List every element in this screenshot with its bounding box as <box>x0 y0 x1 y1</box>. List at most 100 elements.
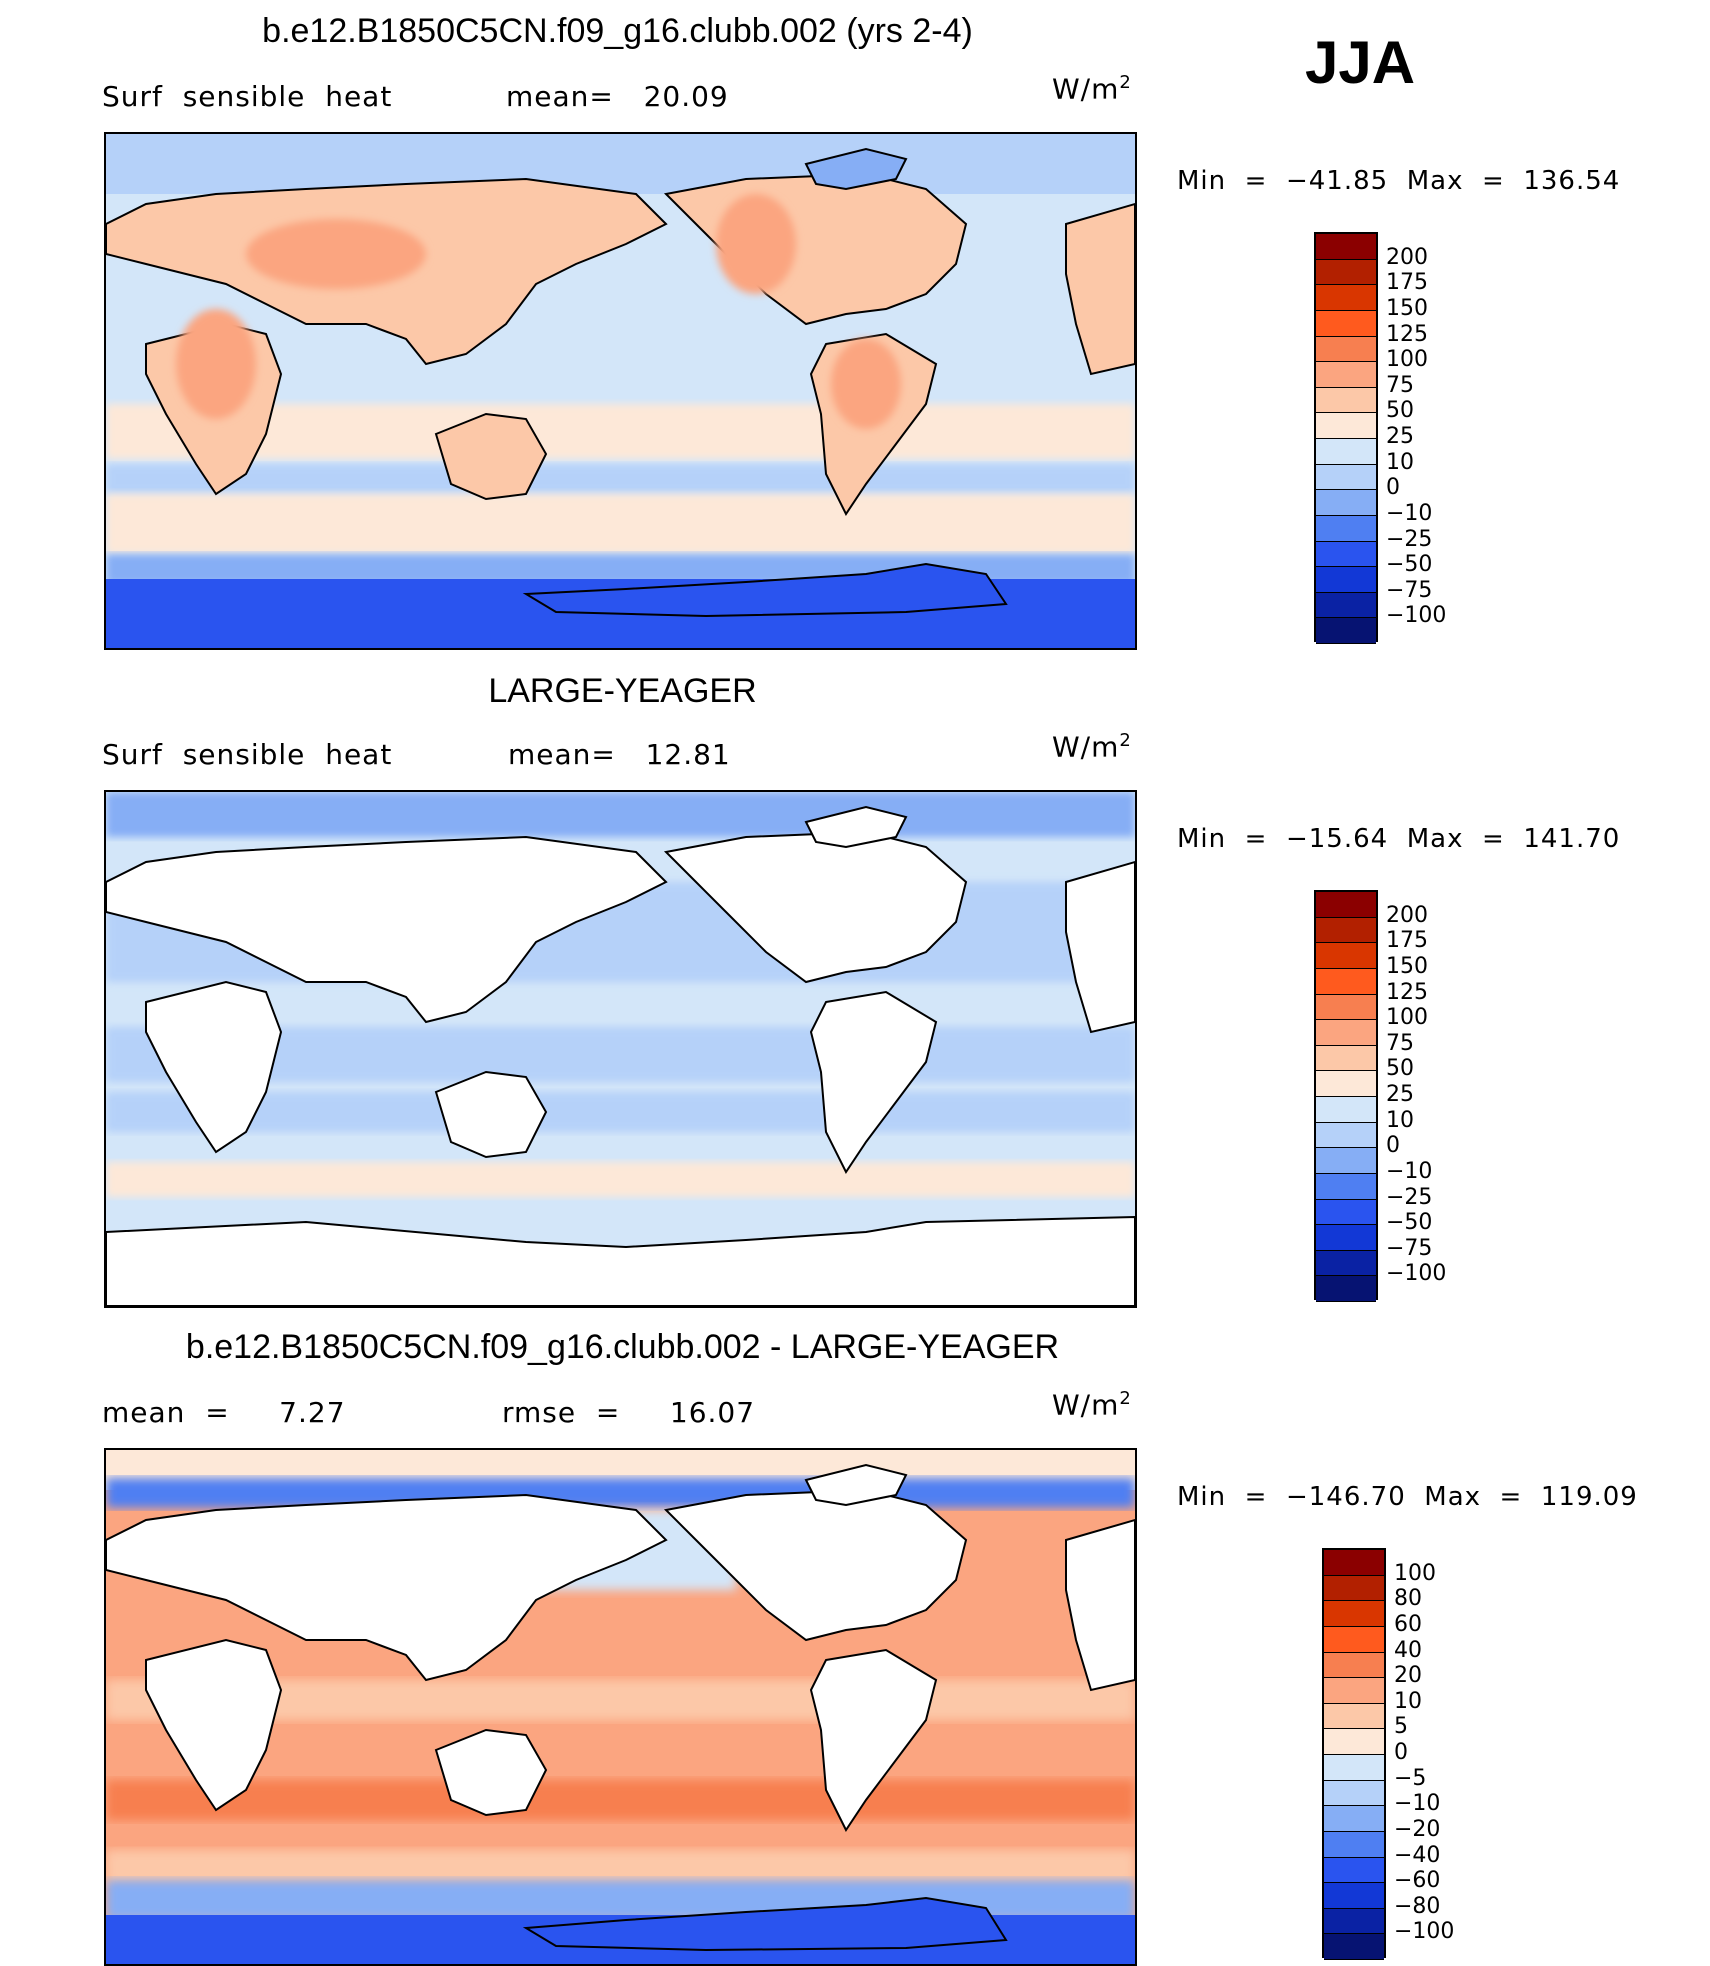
colorbar-tick-label: 25 <box>1386 1082 1414 1107</box>
colorbar-tick-label: 5 <box>1394 1714 1408 1740</box>
colorbar-cell <box>1324 1729 1384 1755</box>
colorbar-tick-label: 125 <box>1386 321 1428 347</box>
panel2-units: W/m2 <box>1052 730 1132 764</box>
colorbar-cell <box>1316 515 1376 542</box>
colorbar-cell <box>1316 1097 1376 1123</box>
colorbar-cell <box>1324 1857 1384 1884</box>
colorbar-obs <box>1314 890 1378 1302</box>
colorbar-cell <box>1316 439 1376 465</box>
colorbar-cell <box>1324 1626 1384 1653</box>
colorbar-tick-label: 50 <box>1386 1056 1414 1082</box>
colorbar-cell <box>1324 1652 1384 1679</box>
colorbar-tick-label: −50 <box>1386 1210 1433 1236</box>
colorbar-cell <box>1316 1148 1376 1174</box>
colorbar-tick-label: 175 <box>1386 270 1428 296</box>
colorbar-tick-label: 100 <box>1386 347 1428 373</box>
colorbar-tick-label: 0 <box>1394 1740 1408 1765</box>
panel2-title: LARGE-YEAGER <box>488 672 757 710</box>
colorbar-tick-label: −10 <box>1394 1791 1441 1817</box>
colorbar-cell <box>1316 1199 1376 1226</box>
colorbar-cell <box>1324 1883 1384 1909</box>
colorbar-cell <box>1316 1250 1376 1277</box>
panel3-mean: mean = 7.27 <box>102 1396 346 1429</box>
colorbar-cell <box>1316 259 1376 286</box>
colorbar-cell <box>1316 1173 1376 1200</box>
colorbar-cell <box>1316 541 1376 568</box>
colorbar-tick-label: −100 <box>1386 603 1447 629</box>
colorbar-cell <box>1316 1122 1376 1149</box>
colorbar-tick-label: −10 <box>1386 1158 1433 1184</box>
panel3-units: W/m2 <box>1052 1388 1132 1422</box>
colorbar-cell <box>1316 1020 1376 1046</box>
colorbar-tick-label: 10 <box>1394 1688 1422 1714</box>
colorbar-cell <box>1324 1755 1384 1781</box>
colorbar-tick-label: −20 <box>1394 1816 1441 1842</box>
colorbar-tick-label: 10 <box>1386 449 1414 475</box>
colorbar-cell <box>1316 1071 1376 1097</box>
colorbar-cell <box>1316 1225 1376 1251</box>
map-obs-field <box>106 792 1135 1306</box>
season-label: JJA <box>1305 29 1416 96</box>
colorbar-cell <box>1324 1934 1384 1960</box>
colorbar-tick-label: 200 <box>1386 244 1428 270</box>
colorbar-tick-label: 75 <box>1386 372 1414 398</box>
panel1-mean: mean= 20.09 <box>506 80 729 113</box>
colorbar-cell <box>1316 618 1376 644</box>
colorbar-tick-label: 150 <box>1386 295 1428 321</box>
colorbar-tick-label: 175 <box>1386 928 1428 954</box>
panel2-mean: mean= 12.81 <box>508 738 731 771</box>
colorbar-tick-label: 100 <box>1386 1005 1428 1031</box>
panel3-minmax: Min = −146.70 Max = 119.09 <box>1177 1482 1638 1512</box>
colorbar-cell <box>1324 1831 1384 1858</box>
colorbar-tick-label: 60 <box>1394 1611 1422 1637</box>
colorbar-tick-label: 40 <box>1394 1637 1422 1663</box>
colorbar-tick-label: −100 <box>1386 1261 1447 1287</box>
colorbar-cell <box>1316 234 1376 260</box>
colorbar-tick-label: 20 <box>1394 1663 1422 1689</box>
colorbar-tick-label: 10 <box>1386 1107 1414 1133</box>
panel2-variable: Surf sensible heat <box>102 738 393 771</box>
colorbar-diff <box>1322 1548 1386 1960</box>
panel1-minmax: Min = −41.85 Max = 136.54 <box>1177 166 1621 196</box>
colorbar-tick-label: −50 <box>1386 552 1433 578</box>
panel1-title: b.e12.B1850C5CN.f09_g16.clubb.002 (yrs 2… <box>262 12 973 50</box>
colorbar-tick-label: 100 <box>1394 1560 1436 1586</box>
colorbar-cell <box>1316 464 1376 491</box>
colorbar-tick-label: 25 <box>1386 424 1414 449</box>
colorbar-cell <box>1316 362 1376 388</box>
panel2-minmax: Min = −15.64 Max = 141.70 <box>1177 824 1621 854</box>
colorbar-tick-label: 0 <box>1386 475 1400 501</box>
colorbar-cell <box>1324 1703 1384 1730</box>
colorbar-cell <box>1316 567 1376 593</box>
colorbar-tick-label: 0 <box>1386 1133 1400 1159</box>
colorbar-tick-label: −40 <box>1394 1842 1441 1868</box>
panel1-units: W/m2 <box>1052 72 1132 106</box>
colorbar-tick-label: 80 <box>1394 1586 1422 1612</box>
map-obs <box>104 790 1137 1308</box>
colorbar-tick-label: −75 <box>1386 1235 1433 1261</box>
colorbar-cell <box>1316 1276 1376 1302</box>
panel3-title: b.e12.B1850C5CN.f09_g16.clubb.002 - LARG… <box>185 1328 1060 1366</box>
colorbar-tick-label: 75 <box>1386 1030 1414 1056</box>
colorbar-cell <box>1316 285 1376 311</box>
colorbar-tick-label: 125 <box>1386 979 1428 1005</box>
colorbar-cell <box>1316 917 1376 944</box>
colorbar-tick-label: −25 <box>1386 526 1433 552</box>
colorbar-cell <box>1316 1045 1376 1072</box>
colorbar-tick-label: 200 <box>1386 902 1428 928</box>
map-diff <box>104 1448 1137 1966</box>
colorbar-cell <box>1324 1575 1384 1602</box>
colorbar-tick-label: 150 <box>1386 953 1428 979</box>
colorbar-tick-label: −5 <box>1394 1765 1427 1791</box>
colorbar-cell <box>1324 1780 1384 1807</box>
colorbar-cell <box>1316 413 1376 439</box>
map-model-field <box>106 134 1135 648</box>
panel3-rmse: rmse = 16.07 <box>502 1396 756 1429</box>
colorbar-cell <box>1316 387 1376 414</box>
map-diff-field <box>106 1450 1135 1964</box>
colorbar-cell <box>1316 994 1376 1021</box>
colorbar-tick-label: −10 <box>1386 500 1433 526</box>
map-model <box>104 132 1137 650</box>
colorbar-tick-label: −75 <box>1386 577 1433 603</box>
colorbar-model <box>1314 232 1378 644</box>
